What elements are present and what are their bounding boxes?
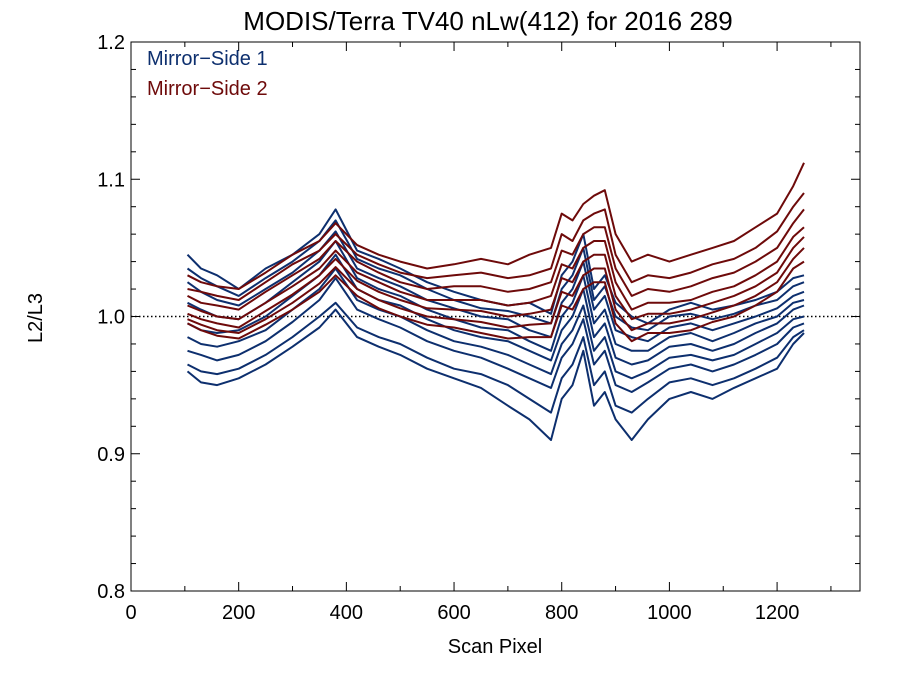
series-line-mirror-side-1 bbox=[187, 277, 805, 393]
x-tick-label: 800 bbox=[545, 602, 578, 624]
axis-tick-labels: 0 200 400 600 800 1000 1200 0.8 0.9 1.0 1.1 1.2 bbox=[97, 32, 799, 624]
series-line-mirror-side-2 bbox=[187, 260, 805, 343]
y-tick-label: 1.1 bbox=[97, 169, 125, 191]
legend-item-mirror-side-1: Mirror−Side 1 bbox=[147, 48, 268, 70]
x-tick-label: 600 bbox=[437, 602, 470, 624]
series-line-mirror-side-2 bbox=[187, 192, 805, 301]
series-line-mirror-side-2 bbox=[187, 208, 805, 311]
series-line-mirror-side-2 bbox=[187, 236, 805, 329]
x-axis-label: Scan Pixel bbox=[448, 636, 543, 658]
x-tick-label: 1200 bbox=[755, 602, 800, 624]
series-line-mirror-side-2 bbox=[187, 247, 805, 334]
plot-frame bbox=[130, 41, 861, 592]
y-axis-label: L2/L3 bbox=[25, 293, 47, 343]
series-line-mirror-side-1 bbox=[187, 301, 805, 414]
y-tick-label: 0.8 bbox=[97, 581, 125, 603]
series-line-mirror-side-1 bbox=[187, 240, 805, 352]
series-line-mirror-side-1 bbox=[186, 208, 805, 325]
series-line-mirror-side-2 bbox=[187, 226, 805, 321]
legend: Mirror−Side 1 Mirror−Side 2 bbox=[147, 48, 268, 100]
y-tick-label: 1.0 bbox=[97, 307, 125, 329]
series-lines bbox=[186, 162, 805, 441]
series-line-mirror-side-1 bbox=[186, 308, 805, 441]
x-tick-label: 1000 bbox=[647, 602, 692, 624]
series-line-mirror-side-2 bbox=[187, 162, 805, 290]
y-tick-label: 1.2 bbox=[97, 32, 125, 54]
x-tick-label: 400 bbox=[330, 602, 363, 624]
y-tick-label: 0.9 bbox=[97, 444, 125, 466]
x-tick-label: 200 bbox=[222, 602, 255, 624]
legend-item-mirror-side-2: Mirror−Side 2 bbox=[147, 78, 268, 100]
plot-area bbox=[130, 41, 861, 592]
chart-title: MODIS/Terra TV40 nLw(412) for 2016 289 bbox=[243, 6, 732, 36]
x-tick-label: 0 bbox=[125, 602, 136, 624]
